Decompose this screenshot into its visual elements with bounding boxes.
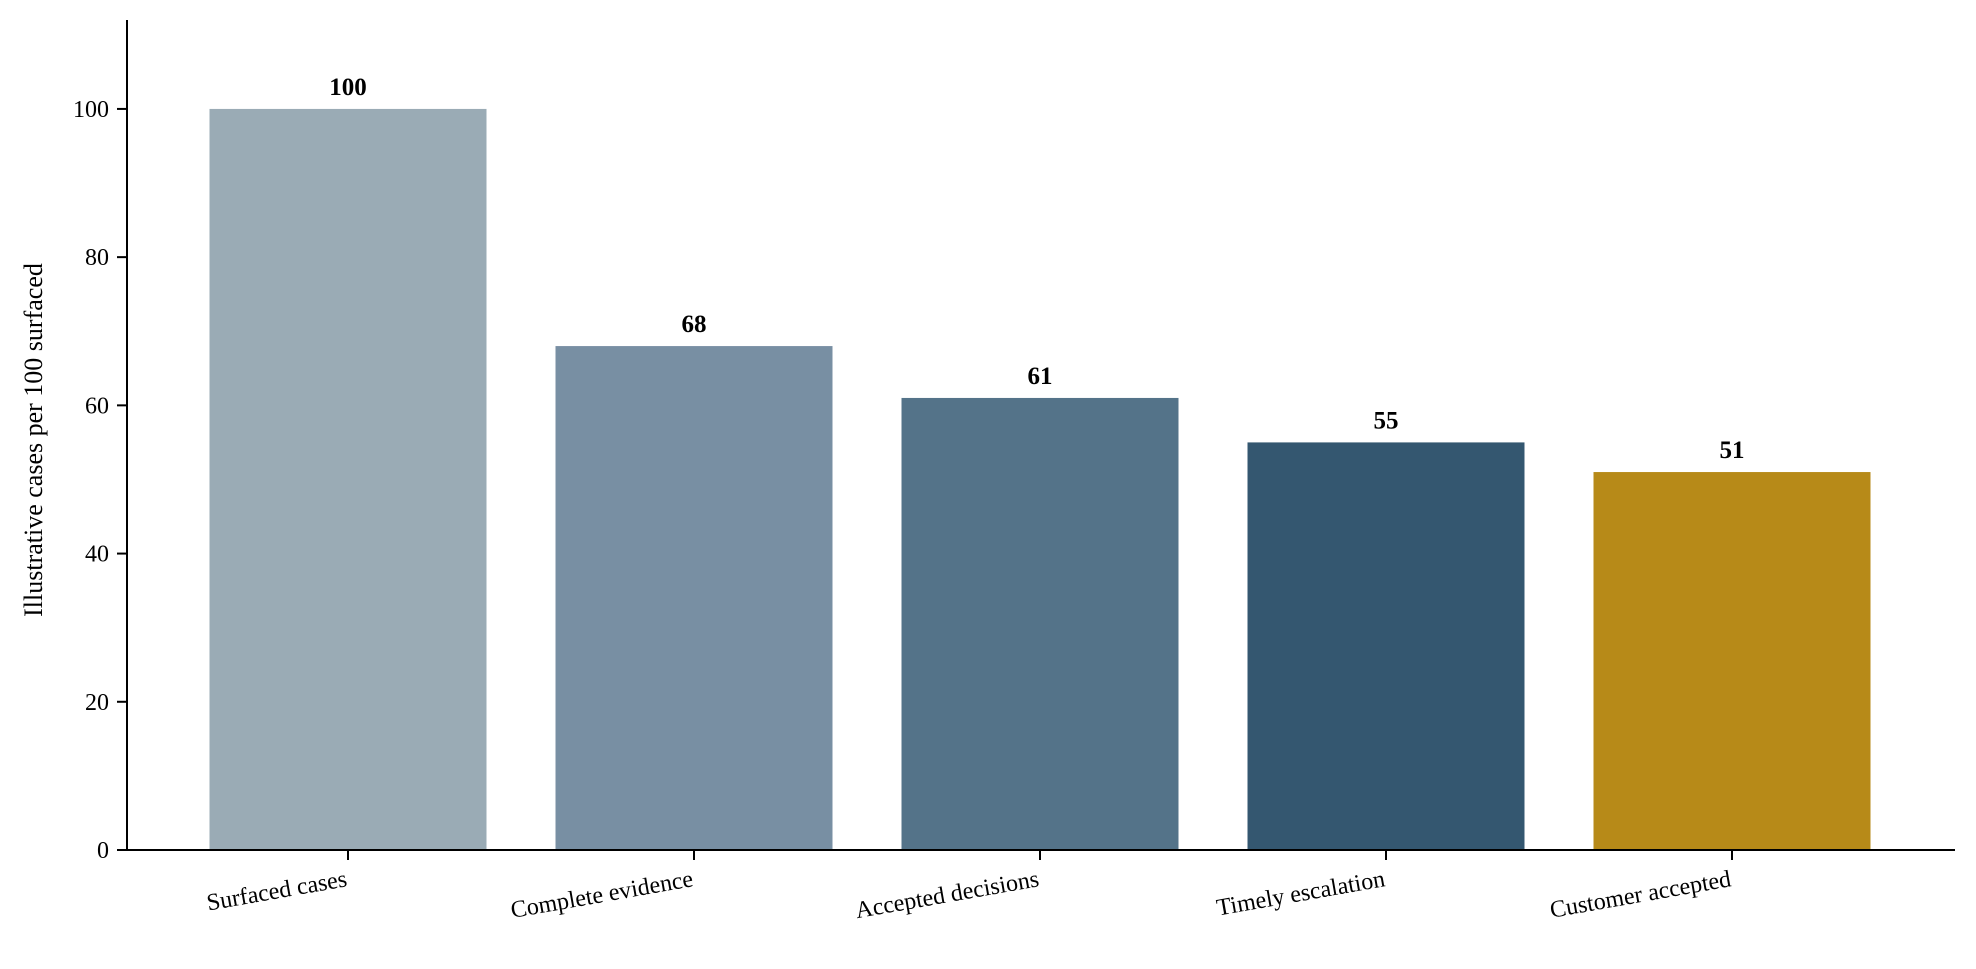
x-tick-label-4: Timely escalation (1215, 866, 1387, 921)
y-tick-label-4: 60 (85, 393, 109, 419)
y-axis-title: Illustrative cases per 100 surfaced (19, 263, 48, 617)
data-label-4: 55 (1374, 407, 1399, 434)
x-tick-label-2: Complete evidence (509, 866, 695, 924)
y-tick-label-2: 20 (85, 690, 109, 716)
bar-4 (1247, 442, 1525, 850)
y-tick-label-6: 100 (73, 97, 109, 123)
data-label-5: 51 (1720, 437, 1745, 464)
data-label-2: 68 (682, 311, 707, 338)
x-tick-label-1: Surfaced cases (205, 866, 349, 916)
y-tick-label-3: 40 (85, 542, 109, 568)
y-tick-label-1: 0 (97, 838, 109, 864)
data-label-3: 61 (1028, 363, 1053, 390)
bar-5 (1593, 472, 1871, 850)
x-tick-label-3: Accepted decisions (853, 866, 1041, 924)
x-tick-label-5: Customer accepted (1548, 866, 1733, 923)
bar-2 (555, 346, 833, 850)
bar-3 (901, 397, 1179, 850)
data-labels-layer: 100 68 61 55 51 (329, 74, 1744, 464)
bars-layer (209, 108, 1871, 850)
bar-1 (209, 108, 487, 850)
y-tick-label-5: 80 (85, 245, 109, 271)
data-label-1: 100 (329, 74, 367, 101)
